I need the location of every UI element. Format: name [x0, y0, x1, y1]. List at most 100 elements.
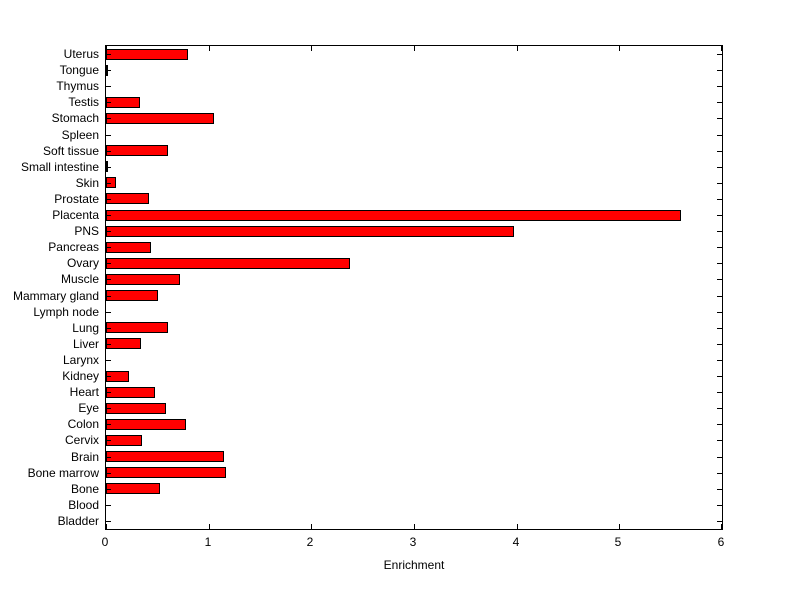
y-tick-mark — [717, 151, 722, 152]
y-tick-mark — [106, 376, 111, 377]
y-tick-mark — [717, 440, 722, 441]
y-tick-mark — [717, 263, 722, 264]
y-tick-mark — [717, 54, 722, 55]
bar — [106, 322, 168, 333]
y-tick-mark — [106, 167, 111, 168]
y-tick-mark — [717, 70, 722, 71]
y-tick-mark — [717, 344, 722, 345]
bar — [106, 403, 166, 414]
y-tick-label: Heart — [69, 385, 99, 399]
y-tick-label: Uterus — [63, 47, 99, 61]
x-tick-mark — [311, 524, 312, 529]
y-tick-mark — [106, 102, 111, 103]
y-tick-label: Lymph node — [33, 305, 99, 319]
bar — [106, 226, 514, 237]
x-tick-mark — [106, 524, 107, 529]
y-tick-mark — [717, 199, 722, 200]
y-tick-label: Kidney — [62, 369, 99, 383]
bar — [106, 258, 350, 269]
y-tick-mark — [106, 489, 111, 490]
y-tick-label: Blood — [68, 498, 99, 512]
y-tick-mark — [717, 360, 722, 361]
y-tick-mark — [106, 344, 111, 345]
x-tick-mark — [209, 46, 210, 51]
y-tick-label: Larynx — [62, 353, 99, 367]
y-tick-label: Brain — [70, 450, 99, 464]
bar — [106, 97, 140, 108]
y-tick-label: Eye — [78, 401, 99, 415]
y-tick-label: Placenta — [52, 208, 99, 222]
y-tick-mark — [106, 457, 111, 458]
x-tick-mark — [311, 46, 312, 51]
y-tick-mark — [106, 328, 111, 329]
y-tick-label: Soft tissue — [42, 144, 99, 158]
y-tick-label: Colon — [67, 417, 99, 431]
y-tick-mark — [717, 424, 722, 425]
y-tick-label: PNS — [74, 224, 99, 238]
y-tick-mark — [717, 215, 722, 216]
bar — [106, 483, 160, 494]
y-tick-mark — [717, 328, 722, 329]
x-tick-mark — [106, 46, 107, 51]
y-tick-mark — [106, 521, 111, 522]
bar — [106, 210, 681, 221]
y-tick-mark — [717, 183, 722, 184]
y-tick-mark — [717, 247, 722, 248]
x-axis-label: Enrichment — [383, 558, 445, 572]
y-tick-mark — [717, 376, 722, 377]
y-tick-label: Stomach — [51, 111, 99, 125]
x-tick-label: 2 — [306, 535, 314, 549]
bar — [106, 242, 151, 253]
y-tick-label: Bladder — [57, 514, 99, 528]
y-tick-mark — [106, 360, 111, 361]
y-tick-mark — [717, 102, 722, 103]
y-tick-mark — [106, 296, 111, 297]
y-tick-mark — [106, 135, 111, 136]
x-tick-mark — [517, 46, 518, 51]
y-tick-mark — [106, 505, 111, 506]
y-tick-mark — [106, 440, 111, 441]
y-tick-mark — [106, 151, 111, 152]
x-tick-mark — [414, 46, 415, 51]
y-tick-mark — [717, 231, 722, 232]
x-tick-mark — [721, 46, 722, 51]
y-tick-label: Tongue — [59, 63, 99, 77]
x-tick-mark — [721, 524, 722, 529]
x-tick-mark — [209, 524, 210, 529]
bar — [106, 145, 168, 156]
bar — [106, 193, 149, 204]
y-tick-mark — [106, 70, 111, 71]
y-tick-label: Ovary — [66, 256, 99, 270]
y-tick-mark — [717, 457, 722, 458]
bar — [106, 113, 214, 124]
bar — [106, 49, 188, 60]
y-tick-label: Mammary gland — [12, 289, 99, 303]
y-tick-mark — [717, 118, 722, 119]
y-tick-mark — [106, 408, 111, 409]
x-tick-mark — [619, 524, 620, 529]
bar — [106, 177, 116, 188]
y-tick-mark — [106, 199, 111, 200]
y-tick-mark — [106, 247, 111, 248]
y-tick-mark — [106, 473, 111, 474]
y-tick-mark — [717, 473, 722, 474]
y-tick-mark — [106, 231, 111, 232]
y-tick-mark — [106, 86, 111, 87]
x-tick-label: 1 — [204, 535, 212, 549]
x-tick-label: 4 — [512, 535, 520, 549]
y-tick-mark — [106, 54, 111, 55]
y-tick-mark — [106, 183, 111, 184]
y-tick-label: Bone marrow — [27, 466, 99, 480]
y-tick-label: Pancreas — [48, 240, 99, 254]
bar — [106, 387, 155, 398]
y-tick-label: Thymus — [56, 79, 99, 93]
y-tick-mark — [106, 424, 111, 425]
y-tick-label: Testis — [68, 95, 99, 109]
y-tick-label: Prostate — [54, 192, 99, 206]
bar — [106, 290, 158, 301]
y-tick-mark — [717, 86, 722, 87]
y-tick-label: Cervix — [64, 433, 99, 447]
bar — [106, 419, 186, 430]
y-tick-mark — [106, 392, 111, 393]
